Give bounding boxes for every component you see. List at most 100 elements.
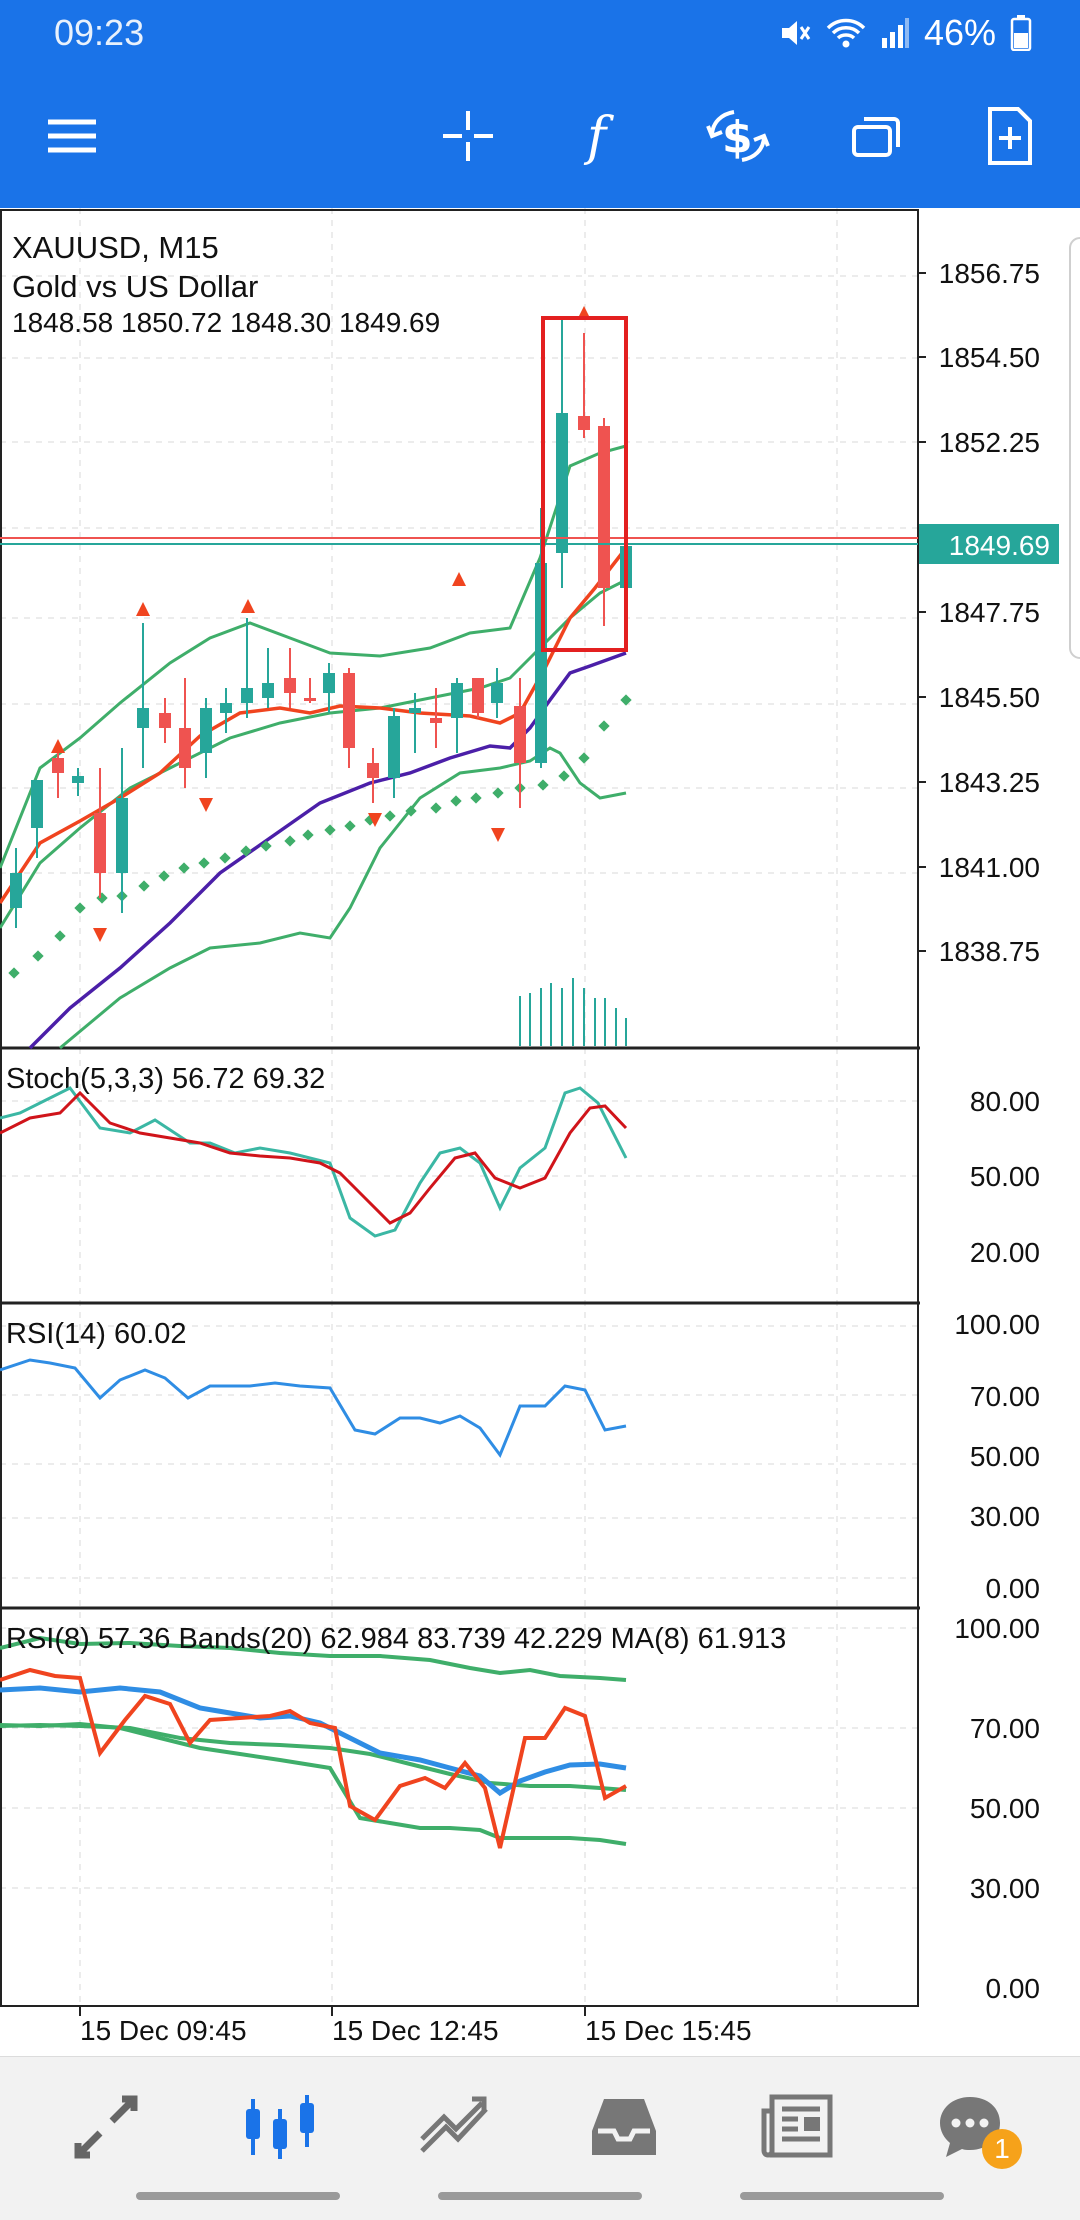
symbol-header: XAUUSD, M15	[12, 230, 219, 265]
sar-dot	[598, 720, 610, 732]
indicator-axis-label: 20.00	[970, 1237, 1040, 1268]
indicator-axis-label: 50.00	[970, 1161, 1040, 1192]
rsi-bands-label: RSI(8) 57.36 Bands(20) 62.984 83.739 42.…	[6, 1623, 786, 1655]
candle-body	[323, 673, 335, 693]
price-axis-label: 1843.25	[939, 767, 1040, 798]
candle-body	[159, 713, 171, 728]
sar-dot	[240, 845, 252, 857]
wifi-icon	[826, 18, 866, 48]
indicator-axis-label: 70.00	[970, 1381, 1040, 1412]
fractal-arrow	[452, 572, 466, 586]
crosshair-icon[interactable]	[432, 100, 504, 172]
candle-body	[430, 718, 442, 723]
candle-body	[514, 706, 526, 763]
current-price-tag	[919, 524, 1059, 564]
status-icons: 46%	[778, 12, 1032, 54]
candle-body	[343, 673, 355, 748]
sar-dot	[578, 752, 590, 764]
chart-icon[interactable]	[240, 2087, 320, 2167]
candle-body	[556, 413, 568, 553]
signal-icon	[881, 18, 909, 48]
candle-body	[388, 716, 400, 778]
mute-icon	[781, 21, 811, 45]
sar-dot	[198, 857, 210, 869]
sar-dot	[158, 870, 170, 882]
ohlc-values: 1848.58 1850.72 1848.30 1849.69	[12, 307, 440, 338]
candle-body	[284, 678, 296, 693]
quotes-icon[interactable]	[66, 2087, 146, 2167]
candle-body	[491, 683, 503, 703]
price-chart[interactable]: XAUUSD, M15 Gold vs US Dollar 1848.58 18…	[0, 208, 1080, 2058]
time-axis-label: 15 Dec 12:45	[332, 2015, 499, 2046]
sar-dot	[620, 694, 632, 706]
rsi8-line	[0, 1667, 627, 1849]
moving-average-purple	[28, 651, 627, 1050]
history-icon[interactable]	[584, 2087, 664, 2167]
gesture-bar	[136, 2192, 340, 2200]
chart-frame	[0, 209, 919, 2007]
candle-body	[31, 780, 43, 828]
status-time: 09:23	[54, 12, 145, 53]
candle-body	[72, 776, 84, 783]
trade-icon[interactable]	[414, 2087, 494, 2167]
indicator-axis-label: 0.00	[986, 1573, 1041, 1604]
fractal-arrow	[368, 813, 382, 827]
price-axis-label: 1838.75	[939, 936, 1040, 967]
svg-text:f: f	[583, 107, 614, 166]
sar-dot	[344, 820, 356, 832]
battery-icon	[1010, 15, 1032, 51]
price-axis-label: 1841.00	[939, 852, 1040, 883]
price-axis-label: 1847.75	[939, 597, 1040, 628]
sar-dot	[450, 795, 462, 807]
sar-dot	[405, 805, 417, 817]
highlight-box	[541, 316, 628, 652]
sar-dot	[284, 835, 296, 847]
sar-dot	[260, 840, 272, 852]
messages-icon[interactable]: 1	[930, 2087, 1022, 2169]
battery-percent: 46%	[923, 12, 996, 53]
sar-dot	[492, 787, 504, 799]
news-icon[interactable]	[758, 2087, 838, 2167]
indicator-axis-label: 50.00	[970, 1793, 1040, 1824]
price-axis-label: 1854.50	[939, 342, 1040, 373]
candle-body	[241, 688, 253, 703]
rsi-label: RSI(14) 60.02	[6, 1318, 187, 1350]
fractal-arrow	[199, 798, 213, 812]
time-axis-label: 15 Dec 15:45	[585, 2015, 752, 2046]
indicator-axis-label: 70.00	[970, 1713, 1040, 1744]
candle-body	[116, 798, 128, 873]
scroll-handle[interactable]	[1069, 237, 1080, 659]
indicator-axis-label: 100.00	[954, 1613, 1040, 1644]
sar-dot	[384, 810, 396, 822]
current-price-label: 1849.69	[949, 530, 1050, 561]
stoch-label: Stoch(5,3,3) 56.72 69.32	[6, 1063, 325, 1095]
indicator-axis-label: 100.00	[954, 1309, 1040, 1340]
bollinger-lower	[59, 746, 627, 1050]
top-app-bar: 09:23 46% f $	[0, 0, 1080, 208]
fractal-arrow	[241, 599, 255, 613]
candle-body	[409, 708, 421, 713]
new-order-icon[interactable]	[974, 100, 1046, 172]
menu-icon[interactable]	[36, 100, 108, 172]
sar-dot	[558, 770, 570, 782]
svg-text:$: $	[722, 112, 753, 163]
windows-icon[interactable]	[840, 100, 912, 172]
candle-body	[367, 763, 379, 778]
rsi-line	[0, 1358, 627, 1459]
gesture-bar	[438, 2192, 642, 2200]
stoch-signal-line	[0, 1090, 628, 1225]
price-axis-label: 1852.25	[939, 427, 1040, 458]
indicators-icon[interactable]: f	[568, 100, 640, 172]
sar-dot	[8, 967, 20, 979]
sar-dot	[32, 950, 44, 962]
sar-dot	[302, 829, 314, 841]
sar-dot	[219, 852, 231, 864]
sar-dot	[430, 802, 442, 814]
bollinger-middle	[0, 578, 627, 929]
trade-icon[interactable]: $	[702, 100, 774, 172]
candle-body	[472, 678, 484, 713]
messages-badge: 1	[982, 2129, 1022, 2169]
indicator-axis-label: 50.00	[970, 1441, 1040, 1472]
rsi-band-upper	[0, 1635, 627, 1682]
candle-body	[200, 708, 212, 753]
